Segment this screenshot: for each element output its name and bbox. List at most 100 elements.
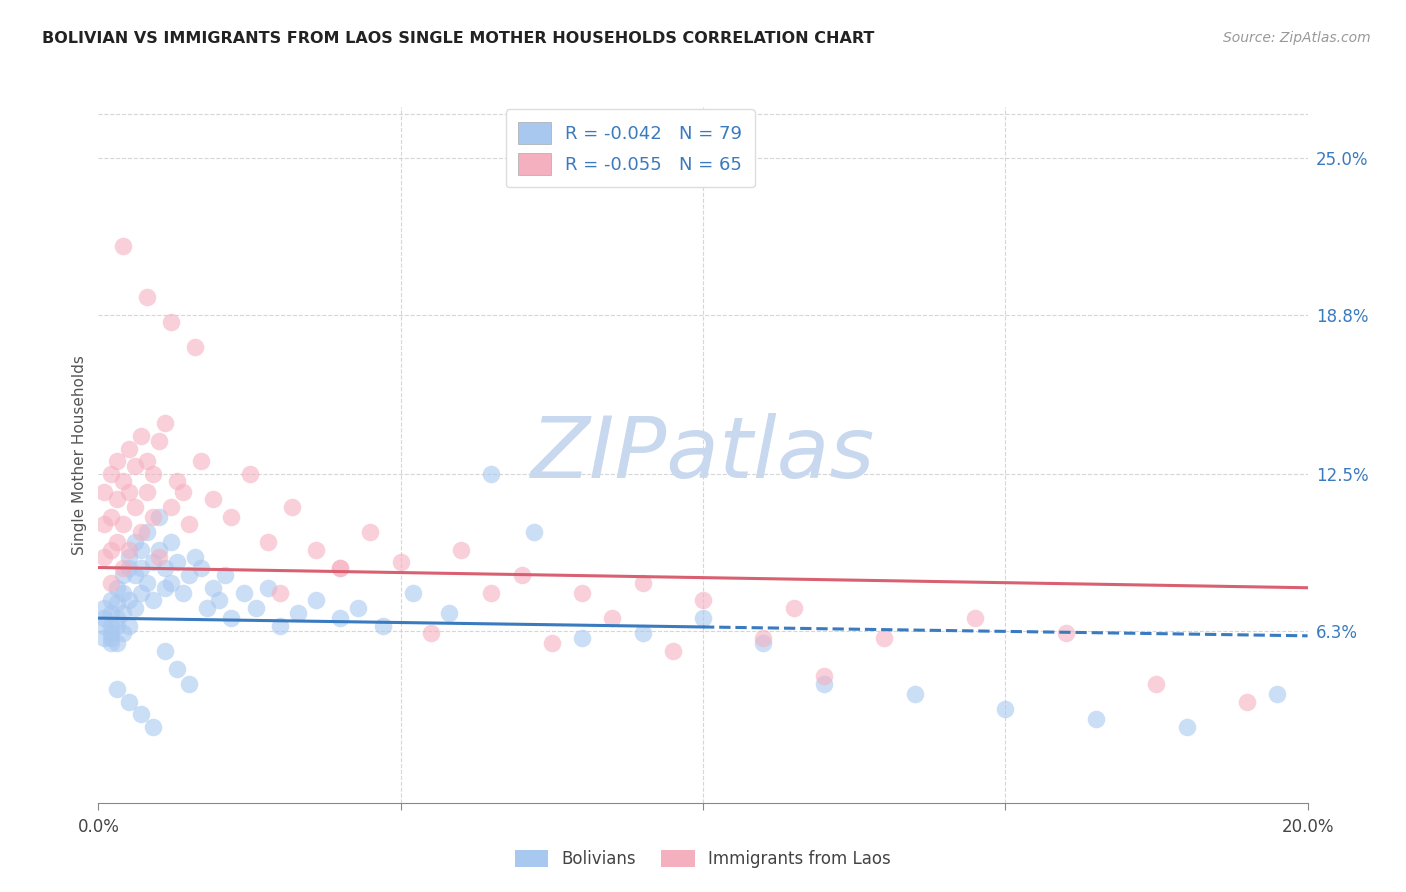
Point	[118, 695, 141, 709]
Point	[142, 593, 165, 607]
Point	[100, 626, 122, 640]
Point	[93, 484, 115, 499]
Point	[100, 542, 122, 557]
Point	[124, 535, 146, 549]
Point	[360, 525, 382, 540]
Point	[118, 550, 141, 565]
Point	[105, 636, 128, 650]
Point	[93, 550, 115, 565]
Point	[904, 687, 927, 701]
Point	[118, 442, 141, 456]
Point	[160, 315, 183, 329]
Text: ZIPatlas: ZIPatlas	[531, 413, 875, 497]
Point	[873, 632, 896, 646]
Point	[172, 586, 194, 600]
Point	[540, 636, 562, 650]
Point	[160, 535, 183, 549]
Point	[124, 459, 146, 474]
Point	[93, 517, 115, 532]
Point	[166, 556, 188, 570]
Point	[256, 581, 278, 595]
Y-axis label: Single Mother Households: Single Mother Households	[72, 355, 87, 555]
Point	[602, 611, 624, 625]
Point	[118, 484, 141, 499]
Point	[93, 618, 115, 632]
Point	[166, 475, 188, 489]
Point	[100, 575, 122, 590]
Point	[100, 636, 122, 650]
Point	[179, 677, 201, 691]
Point	[153, 560, 176, 574]
Point	[160, 500, 183, 514]
Point	[135, 575, 157, 590]
Point	[1144, 677, 1167, 691]
Point	[402, 586, 425, 600]
Point	[1236, 695, 1258, 709]
Point	[179, 517, 201, 532]
Point	[245, 601, 267, 615]
Point	[135, 484, 157, 499]
Point	[100, 467, 122, 481]
Point	[93, 632, 115, 646]
Point	[118, 618, 141, 632]
Point	[129, 525, 152, 540]
Point	[166, 662, 188, 676]
Point	[118, 593, 141, 607]
Point	[269, 586, 291, 600]
Point	[105, 681, 128, 696]
Point	[184, 340, 207, 354]
Point	[148, 550, 170, 565]
Point	[305, 593, 328, 607]
Point	[100, 632, 122, 646]
Point	[111, 606, 134, 620]
Point	[129, 542, 152, 557]
Point	[269, 618, 291, 632]
Point	[214, 568, 236, 582]
Point	[305, 542, 328, 557]
Point	[481, 586, 503, 600]
Point	[153, 644, 176, 658]
Legend: Bolivians, Immigrants from Laos: Bolivians, Immigrants from Laos	[509, 843, 897, 875]
Point	[93, 611, 115, 625]
Point	[105, 581, 128, 595]
Point	[523, 525, 546, 540]
Point	[631, 575, 654, 590]
Point	[195, 601, 218, 615]
Point	[329, 611, 352, 625]
Point	[124, 601, 146, 615]
Point	[129, 429, 152, 443]
Point	[111, 239, 134, 253]
Point	[752, 632, 775, 646]
Point	[510, 568, 533, 582]
Point	[111, 560, 134, 574]
Point	[129, 586, 152, 600]
Point	[135, 525, 157, 540]
Point	[100, 606, 122, 620]
Point	[148, 509, 170, 524]
Point	[481, 467, 503, 481]
Text: Source: ZipAtlas.com: Source: ZipAtlas.com	[1223, 31, 1371, 45]
Point	[118, 560, 141, 574]
Point	[100, 618, 122, 632]
Point	[111, 568, 134, 582]
Point	[160, 575, 183, 590]
Point	[142, 509, 165, 524]
Point	[100, 593, 122, 607]
Point	[221, 611, 243, 625]
Point	[813, 669, 835, 683]
Point	[148, 542, 170, 557]
Point	[105, 492, 128, 507]
Point	[329, 560, 352, 574]
Point	[172, 484, 194, 499]
Point	[256, 535, 278, 549]
Point	[129, 707, 152, 722]
Point	[1267, 687, 1289, 701]
Point	[111, 586, 134, 600]
Point	[208, 593, 231, 607]
Point	[813, 677, 835, 691]
Point	[692, 611, 714, 625]
Point	[142, 556, 165, 570]
Point	[142, 720, 165, 734]
Point	[783, 601, 806, 615]
Point	[1054, 626, 1077, 640]
